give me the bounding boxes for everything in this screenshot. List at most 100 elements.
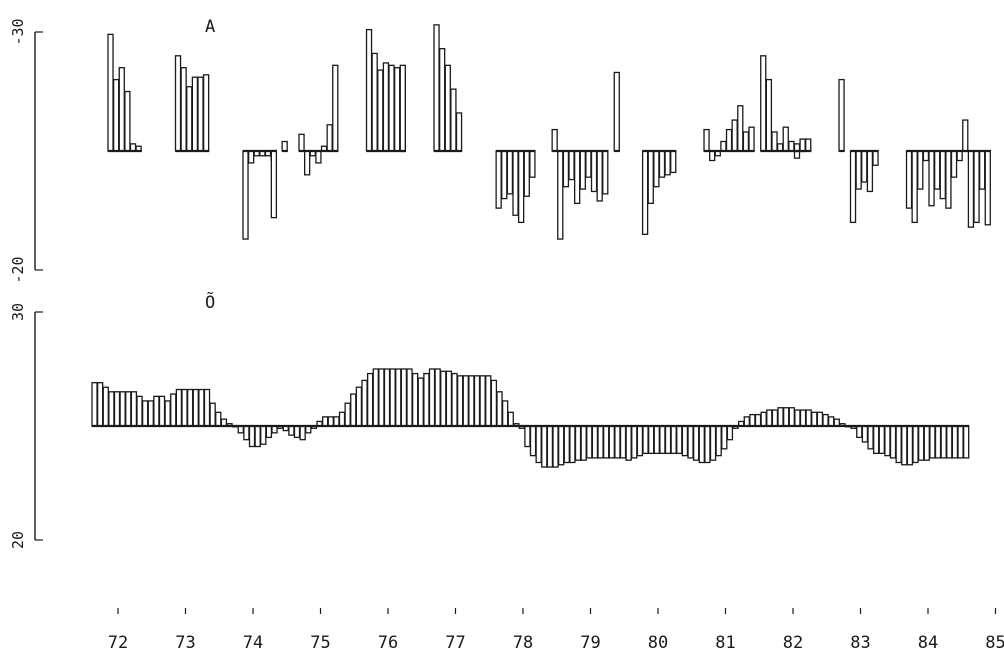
bar bbox=[884, 425, 891, 457]
bar bbox=[698, 425, 705, 464]
bar bbox=[641, 150, 649, 235]
bar bbox=[911, 150, 918, 224]
bar bbox=[119, 391, 126, 427]
bar bbox=[788, 140, 795, 152]
bar bbox=[585, 150, 592, 178]
bar bbox=[805, 138, 812, 152]
x-tick-label: 81 bbox=[715, 633, 735, 653]
bar bbox=[382, 62, 390, 152]
bar bbox=[766, 409, 773, 427]
bar bbox=[517, 150, 525, 224]
bar bbox=[124, 90, 131, 152]
bar bbox=[395, 368, 402, 427]
y-tick-label: 20 bbox=[9, 531, 27, 549]
bar bbox=[625, 425, 632, 461]
bar bbox=[979, 150, 986, 190]
bar bbox=[658, 150, 666, 178]
bar bbox=[125, 391, 132, 427]
x-tick-label: 73 bbox=[175, 633, 195, 653]
bar bbox=[438, 48, 446, 152]
bar bbox=[597, 425, 604, 459]
bar bbox=[849, 150, 857, 224]
bar bbox=[934, 425, 942, 459]
bar bbox=[838, 78, 845, 152]
bar bbox=[393, 67, 401, 152]
bar bbox=[293, 425, 301, 439]
bar bbox=[529, 425, 537, 457]
bar bbox=[591, 425, 599, 459]
bar bbox=[950, 150, 958, 178]
bar bbox=[760, 55, 767, 152]
bar bbox=[327, 416, 334, 427]
bar bbox=[895, 425, 902, 464]
bar bbox=[180, 67, 187, 152]
bar bbox=[372, 368, 379, 427]
bar bbox=[535, 425, 542, 464]
x-tick-label: 80 bbox=[648, 633, 668, 653]
bar bbox=[456, 375, 464, 427]
bar bbox=[777, 407, 784, 427]
bar bbox=[450, 88, 457, 152]
bar bbox=[153, 395, 160, 427]
bar bbox=[186, 388, 194, 427]
bar bbox=[681, 425, 689, 457]
bar bbox=[967, 150, 975, 228]
x-tick-label: 79 bbox=[580, 633, 600, 653]
bar bbox=[326, 124, 333, 152]
y-tick-label: -20 bbox=[9, 256, 27, 283]
bar bbox=[709, 150, 716, 162]
bar bbox=[659, 425, 666, 455]
bar bbox=[737, 105, 744, 152]
bar bbox=[507, 411, 514, 427]
bar bbox=[760, 411, 767, 427]
bar bbox=[388, 64, 395, 152]
bar bbox=[856, 425, 863, 439]
bar bbox=[118, 67, 125, 152]
bar bbox=[574, 150, 581, 205]
bar bbox=[247, 150, 255, 164]
bar bbox=[215, 411, 222, 427]
bar bbox=[552, 425, 559, 468]
bar bbox=[873, 425, 880, 455]
bar bbox=[562, 150, 570, 188]
bar bbox=[529, 150, 536, 178]
bar bbox=[647, 150, 654, 205]
bar bbox=[496, 391, 503, 427]
x-tick-label: 82 bbox=[783, 633, 803, 653]
bar bbox=[984, 150, 991, 226]
x-tick-label: 85 bbox=[985, 633, 1004, 653]
bar bbox=[303, 150, 311, 176]
bar bbox=[872, 150, 879, 166]
bar bbox=[175, 388, 183, 427]
bar bbox=[248, 425, 256, 448]
bar bbox=[406, 368, 413, 427]
bar bbox=[321, 416, 329, 427]
bar bbox=[922, 150, 930, 162]
bar bbox=[563, 425, 570, 464]
bar bbox=[765, 78, 773, 152]
bar bbox=[715, 425, 722, 457]
bar bbox=[664, 150, 671, 176]
bar bbox=[501, 400, 509, 427]
bar bbox=[956, 150, 963, 162]
y-tick-label: -30 bbox=[9, 18, 27, 45]
bar bbox=[130, 391, 138, 427]
bar bbox=[783, 407, 790, 427]
bar bbox=[141, 400, 149, 427]
bar bbox=[709, 425, 717, 461]
bar bbox=[725, 128, 733, 152]
bar bbox=[333, 416, 340, 427]
bar bbox=[619, 425, 627, 459]
bar bbox=[338, 411, 346, 427]
bar bbox=[265, 425, 273, 439]
bar bbox=[254, 425, 261, 448]
bar bbox=[558, 425, 565, 466]
x-tick-label: 83 bbox=[850, 633, 870, 653]
bar bbox=[147, 400, 154, 427]
bar bbox=[270, 150, 278, 219]
bar bbox=[602, 150, 609, 195]
bar bbox=[951, 425, 959, 459]
bar bbox=[260, 425, 267, 445]
bar bbox=[411, 372, 419, 427]
bar bbox=[906, 425, 914, 466]
